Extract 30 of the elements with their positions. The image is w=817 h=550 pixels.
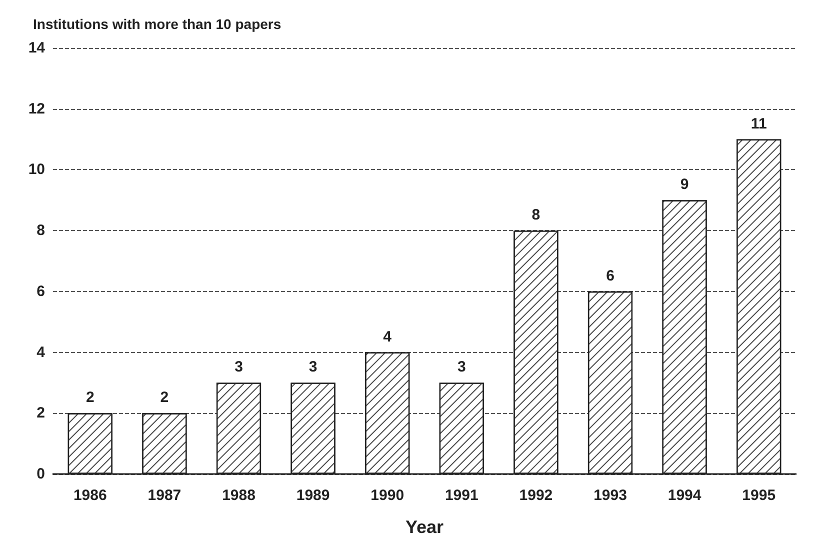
x-tick-label: 1987	[148, 487, 182, 504]
data-label: 3	[234, 358, 243, 376]
x-tick-label: 1988	[222, 487, 256, 504]
data-label: 9	[680, 176, 689, 194]
data-label: 8	[532, 206, 540, 224]
y-tick-label: 8	[36, 222, 45, 240]
data-label: 3	[457, 358, 466, 376]
data-label: 2	[160, 389, 169, 406]
y-tick-label: 0	[36, 466, 45, 482]
x-tick-label: 1994	[668, 487, 702, 504]
x-tick-label: 1995	[742, 487, 776, 504]
x-tick-label: 1990	[370, 487, 404, 504]
x-tick-label: 1993	[594, 487, 627, 504]
y-tick-label: 14	[28, 40, 46, 56]
y-tick-label: 10	[28, 161, 45, 178]
data-label: 3	[308, 358, 318, 376]
y-tick-label: 4	[36, 344, 46, 361]
data-label: 2	[86, 389, 94, 406]
x-tick-label: 1986	[73, 487, 107, 504]
x-tick-label: 1992	[519, 487, 553, 504]
y-tick-label: 2	[36, 404, 45, 422]
data-label: 6	[606, 267, 614, 284]
x-tick-label: 1991	[444, 487, 478, 504]
chart-title: Institutions with more than 10 papers	[33, 16, 282, 32]
y-tick-label: 12	[28, 100, 45, 118]
data-label: 11	[750, 115, 767, 132]
x-tick-label: 1989	[296, 487, 330, 504]
x-axis-title: Year	[405, 517, 444, 537]
y-tick-label: 6	[36, 282, 45, 300]
data-label: 4	[383, 328, 392, 346]
